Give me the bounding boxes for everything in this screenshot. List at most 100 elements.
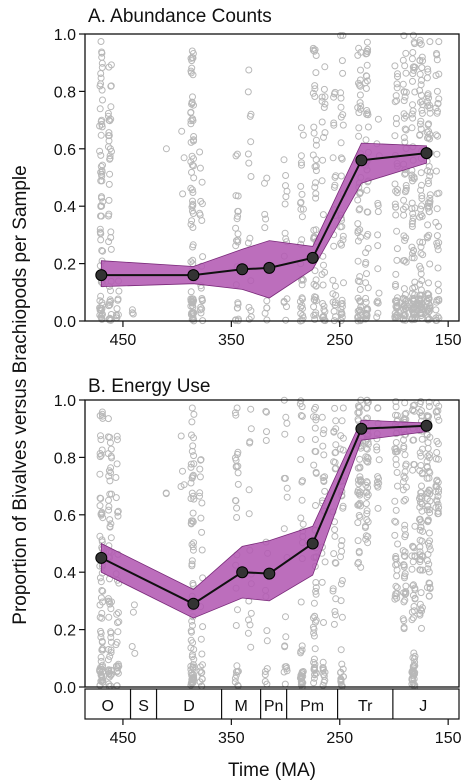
scatter-point — [411, 522, 419, 530]
data-point-marker — [236, 566, 249, 579]
scatter-point — [319, 156, 327, 164]
scatter-point — [312, 69, 320, 77]
scatter-point — [364, 284, 372, 292]
scatter-point — [432, 306, 440, 314]
scatter-point — [311, 85, 319, 93]
scatter-point — [416, 548, 424, 556]
scatter-point — [400, 114, 408, 122]
scatter-point — [197, 635, 205, 643]
scatter-point — [337, 89, 345, 97]
scatter-point — [234, 230, 242, 238]
scatter-point — [312, 156, 320, 164]
scatter-point — [298, 412, 306, 420]
scatter-point — [198, 528, 206, 536]
scatter-point — [298, 294, 306, 302]
scatter-point — [107, 452, 115, 460]
scatter-point — [356, 91, 364, 99]
scatter-point — [96, 665, 104, 673]
scatter-point — [283, 419, 291, 427]
scatter-point — [433, 483, 441, 491]
scatter-point — [373, 478, 381, 486]
scatter-point — [417, 462, 425, 469]
scatter-point — [331, 611, 339, 619]
scatter-point — [432, 504, 440, 511]
scatter-point — [434, 440, 442, 448]
scatter-point — [356, 463, 364, 471]
scatter-point — [419, 251, 427, 259]
scatter-point — [401, 451, 409, 459]
scatter-point — [393, 560, 401, 568]
scatter-point — [190, 460, 198, 468]
scatter-point — [98, 587, 106, 594]
scatter-point — [280, 474, 288, 482]
scatter-point — [107, 605, 115, 613]
scatter-point — [337, 646, 345, 654]
scatter-point — [355, 44, 363, 52]
scatter-point — [321, 558, 329, 566]
scatter-point — [312, 618, 319, 626]
scatter-point — [331, 559, 339, 567]
scatter-point — [401, 525, 409, 533]
scatter-point — [297, 182, 305, 190]
scatter-point — [332, 425, 340, 433]
scatter-point — [416, 600, 424, 608]
scatter-point — [410, 247, 417, 255]
scatter-point — [410, 672, 417, 680]
scatter-point — [408, 124, 416, 132]
scatter-point — [402, 296, 410, 304]
scatter-point — [356, 473, 364, 481]
scatter-point — [298, 646, 306, 654]
y-tick-label: 0.0 — [54, 314, 76, 331]
scatter-point — [434, 264, 442, 272]
scatter-point — [320, 619, 327, 626]
scatter-point — [105, 196, 113, 204]
y-tick-label: 0.4 — [54, 199, 76, 216]
scatter-point — [198, 499, 206, 507]
scatter-point — [96, 147, 104, 155]
scatter-point — [233, 150, 241, 158]
scatter-point — [424, 204, 432, 212]
scatter-point — [97, 436, 105, 444]
scatter-point — [434, 478, 442, 486]
scatter-point — [190, 674, 198, 682]
scatter-point — [417, 589, 425, 597]
scatter-point — [416, 238, 424, 246]
scatter-point — [234, 192, 242, 200]
scatter-point — [433, 449, 441, 456]
scatter-point — [399, 80, 407, 88]
scatter-point — [245, 315, 253, 323]
scatter-point — [283, 493, 291, 501]
scatter-point — [106, 652, 114, 660]
scatter-point — [309, 44, 317, 52]
scatter-point — [362, 259, 370, 266]
scatter-point — [409, 543, 417, 551]
scatter-point — [337, 94, 345, 102]
scatter-point — [425, 279, 432, 287]
scatter-point — [411, 669, 419, 677]
scatter-point — [401, 399, 409, 407]
scatter-point — [391, 180, 399, 188]
scatter-point — [402, 483, 410, 491]
scatter-point — [234, 207, 242, 215]
scatter-point — [416, 36, 424, 44]
scatter-point — [99, 96, 106, 104]
scatter-point — [104, 415, 112, 423]
scatter-point — [364, 123, 372, 131]
scatter-point — [319, 281, 327, 289]
scatter-point — [96, 532, 104, 540]
scatter-point — [310, 679, 318, 687]
scatter-point — [363, 445, 371, 453]
scatter-point — [196, 306, 204, 314]
scatter-point — [320, 478, 328, 485]
scatter-point — [261, 668, 269, 675]
scatter-point — [107, 82, 115, 90]
scatter-point — [355, 501, 363, 509]
scatter-point — [232, 152, 240, 160]
scatter-point — [261, 179, 268, 187]
scatter-point — [98, 673, 106, 681]
scatter-point — [424, 539, 432, 547]
scatter-point — [356, 273, 364, 281]
scatter-point — [418, 109, 426, 117]
scatter-point — [409, 284, 417, 292]
scatter-point — [363, 478, 371, 486]
